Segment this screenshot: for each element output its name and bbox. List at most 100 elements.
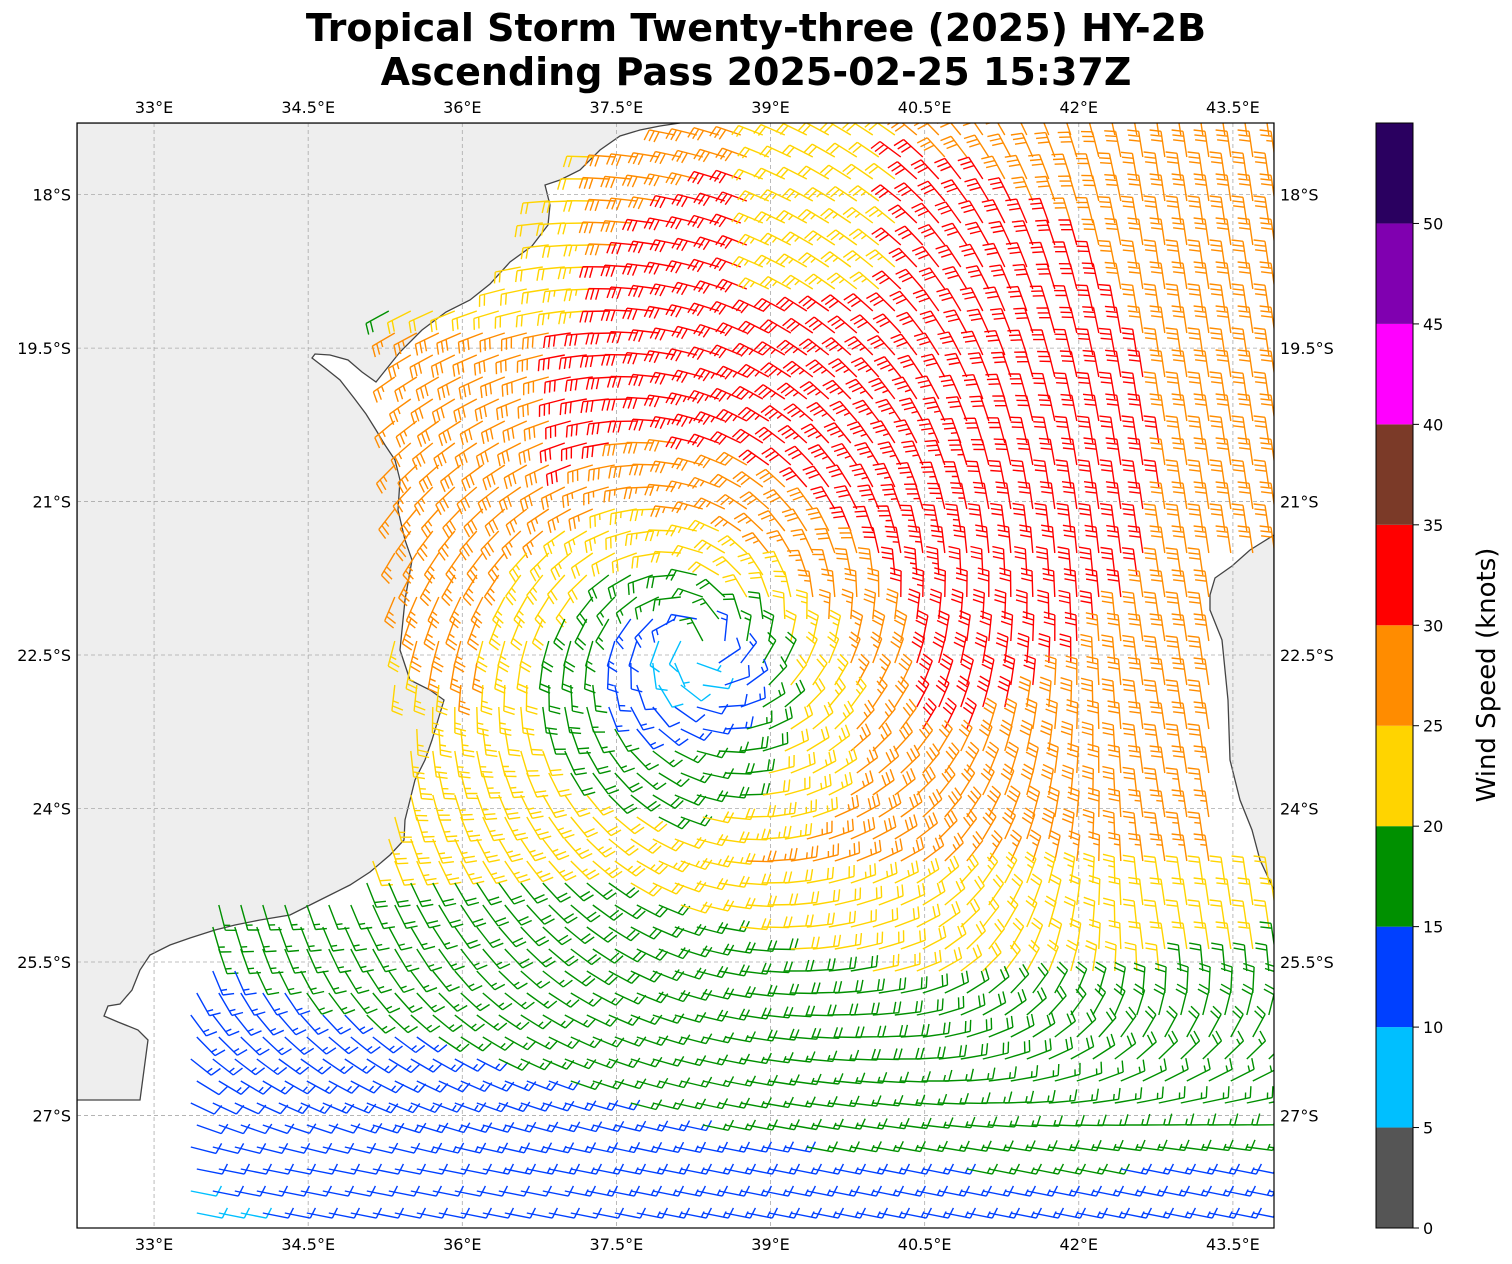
wind-barb: [570, 948, 602, 966]
wind-barb: [565, 420, 593, 438]
wind-barb: [826, 272, 858, 290]
wind-barb: [649, 150, 681, 165]
wind-barb: [715, 147, 748, 162]
wind-barb: [480, 420, 506, 445]
wind-barb: [1004, 1185, 1037, 1197]
wind-barb: [1077, 459, 1094, 488]
wind-barb: [1058, 175, 1078, 202]
wind-barb: [525, 684, 538, 715]
wind-barb: [399, 508, 418, 539]
wind-barb: [583, 486, 609, 506]
wind-barb: [900, 1023, 930, 1038]
wind-barb: [877, 441, 902, 466]
wind-barb: [1048, 1036, 1074, 1060]
wind-barb: [548, 1080, 581, 1091]
wind-barb: [595, 618, 610, 651]
wind-barb: [1193, 921, 1210, 950]
wind-barb: [262, 1080, 294, 1095]
wind-barb: [526, 772, 549, 798]
wind-barb: [924, 439, 946, 466]
wind-barb: [1143, 635, 1160, 664]
wind-barb: [674, 1185, 707, 1197]
wind-barb: [1037, 350, 1056, 378]
wind-barb: [687, 302, 720, 317]
wind-barb: [1122, 722, 1138, 752]
wind-barb: [1004, 1039, 1031, 1060]
wind-barb: [534, 596, 550, 628]
wind-barb: [416, 728, 430, 759]
wind-barb: [1209, 239, 1226, 268]
wind-barb: [993, 438, 1012, 466]
wind-barb: [372, 1207, 405, 1219]
wind-barb: [520, 706, 535, 736]
wind-barb: [387, 640, 400, 673]
wind-barb: [737, 277, 770, 290]
wind-barb: [1080, 677, 1094, 708]
wind-barb: [476, 926, 504, 949]
wind-barb: [1143, 283, 1160, 312]
wind-barb: [479, 332, 506, 353]
wind-barb: [828, 910, 856, 928]
wind-barb: [1202, 1030, 1223, 1060]
wind-barb: [762, 550, 786, 576]
wind-barb: [579, 354, 609, 368]
wind-barb: [715, 278, 748, 293]
wind-barb: [680, 1207, 713, 1219]
wind-barb: [1158, 1030, 1179, 1060]
wind-barb: [548, 948, 579, 967]
wind-barb: [394, 376, 418, 403]
wind-barb: [960, 993, 986, 1016]
wind-barb: [806, 609, 819, 642]
wind-barb: [278, 1185, 311, 1197]
wind-barb: [627, 574, 654, 595]
wind-barb: [607, 420, 637, 433]
wind-barb: [893, 138, 924, 158]
colorbar-bin: [1376, 323, 1413, 425]
lon-tick-label-bottom: 33°E: [135, 1235, 173, 1254]
wind-barb: [812, 796, 838, 818]
wind-barb: [665, 392, 697, 406]
wind-barb: [432, 1185, 465, 1197]
wind-barb: [579, 310, 609, 323]
wind-barb: [350, 1207, 383, 1219]
wind-barb: [834, 747, 858, 774]
wind-barb: [790, 528, 814, 554]
wind-barb: [715, 451, 748, 466]
wind-barb: [1142, 1005, 1157, 1038]
wind-barb: [687, 433, 720, 448]
wind-barb: [535, 222, 565, 236]
lat-tick-label-right: 25.5°S: [1280, 953, 1334, 972]
wind-barb: [911, 202, 940, 224]
wind-barb: [922, 396, 946, 422]
wind-barb: [437, 530, 456, 561]
wind-barb: [476, 1058, 509, 1072]
wind-barb: [790, 1163, 823, 1175]
wind-barb: [431, 706, 444, 737]
wind-barb: [614, 772, 643, 793]
wind-barb: [828, 358, 858, 378]
wind-barb: [693, 148, 726, 163]
wind-barb: [460, 904, 487, 928]
wind-barb: [779, 466, 808, 488]
wind-barb: [827, 631, 840, 664]
wind-barb: [564, 794, 591, 818]
wind-barb: [460, 948, 488, 971]
wind-barb: [504, 1080, 537, 1092]
wind-barb: [972, 481, 990, 510]
wind-barb: [409, 640, 422, 673]
wind-barb: [1043, 851, 1056, 884]
colorbar-bin: [1376, 826, 1413, 927]
colorbar-tick-label: 45: [1423, 315, 1443, 334]
wind-barb: [1215, 349, 1232, 378]
lat-tick-label-left: 19.5°S: [17, 339, 71, 358]
wind-barb: [762, 779, 791, 796]
wind-barb: [674, 662, 690, 688]
wind-barb: [716, 610, 729, 642]
wind-barb: [1268, 1146, 1274, 1149]
wind-barb: [476, 794, 498, 821]
wind-barb: [768, 1163, 801, 1175]
wind-barb: [410, 1102, 443, 1114]
wind-barb: [1127, 657, 1144, 686]
wind-barb: [960, 898, 981, 928]
wind-barb: [907, 588, 921, 620]
